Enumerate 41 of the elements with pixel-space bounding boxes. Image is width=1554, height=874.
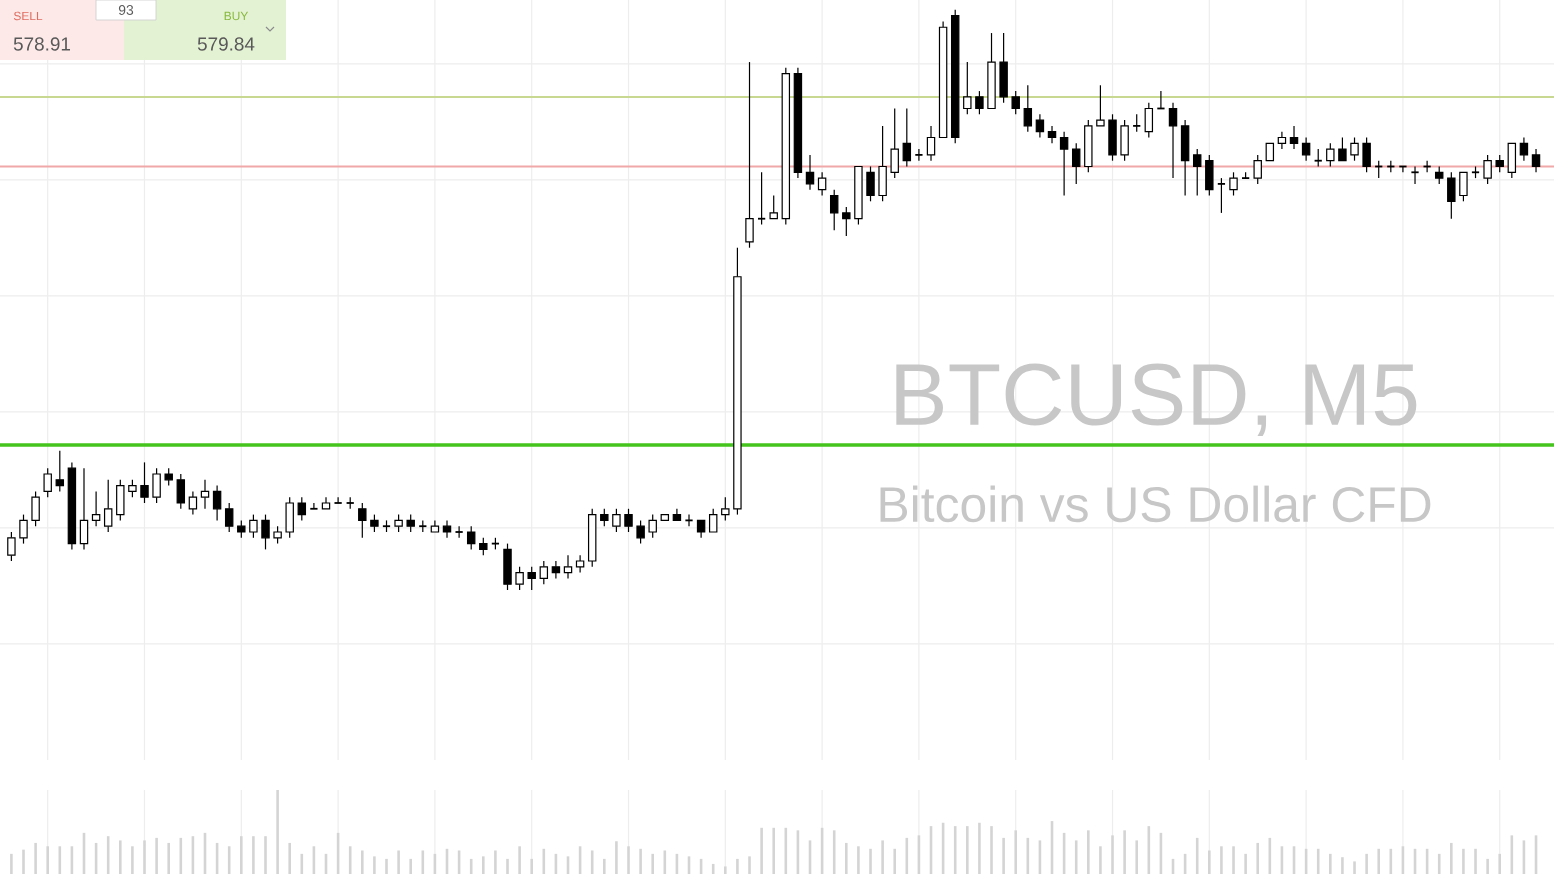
- candlestick: [1289, 125, 1299, 150]
- candlestick: [309, 502, 319, 510]
- candlestick: [672, 508, 682, 521]
- candlestick: [1519, 136, 1529, 162]
- candlestick: [793, 67, 803, 179]
- candlestick: [914, 148, 924, 162]
- candlestick: [1035, 113, 1045, 139]
- candlestick: [333, 496, 343, 504]
- candlestick: [212, 484, 222, 521]
- candlestick: [1410, 165, 1420, 185]
- text: BTCUSD, M5: [896, 363, 1417, 436]
- candlestick: [200, 479, 210, 510]
- candlestick: [1180, 119, 1190, 197]
- candlestick: [817, 171, 827, 197]
- candlestick: [1047, 125, 1057, 144]
- annotation: 578.91: [13, 37, 71, 51]
- candlestick: [684, 513, 694, 527]
- candlestick: [1168, 102, 1178, 179]
- candlestick: [1301, 136, 1311, 162]
- text: Bitcoin vs US Dollar CFD: [880, 485, 1431, 523]
- candlestick: [1265, 142, 1275, 162]
- candlestick: [79, 467, 89, 550]
- candlestick: [551, 560, 561, 580]
- candlestick: [575, 554, 585, 574]
- candlestick: [926, 125, 936, 162]
- candlestick: [696, 519, 706, 539]
- candlestick: [454, 525, 464, 539]
- candlestick: [188, 490, 198, 516]
- candlestick: [660, 513, 670, 521]
- candlestick: [91, 490, 101, 527]
- candlestick: [1059, 131, 1069, 197]
- candlestick: [563, 554, 573, 580]
- candlestick: [1531, 148, 1541, 173]
- candlestick: [442, 519, 452, 539]
- candlestick: [67, 461, 77, 550]
- candlestick: [321, 496, 331, 510]
- candlestick: [430, 519, 440, 533]
- candlestick: [1277, 131, 1287, 150]
- candlestick: [805, 154, 815, 191]
- candlestick: [938, 20, 948, 139]
- annotation: 579.84: [197, 37, 255, 51]
